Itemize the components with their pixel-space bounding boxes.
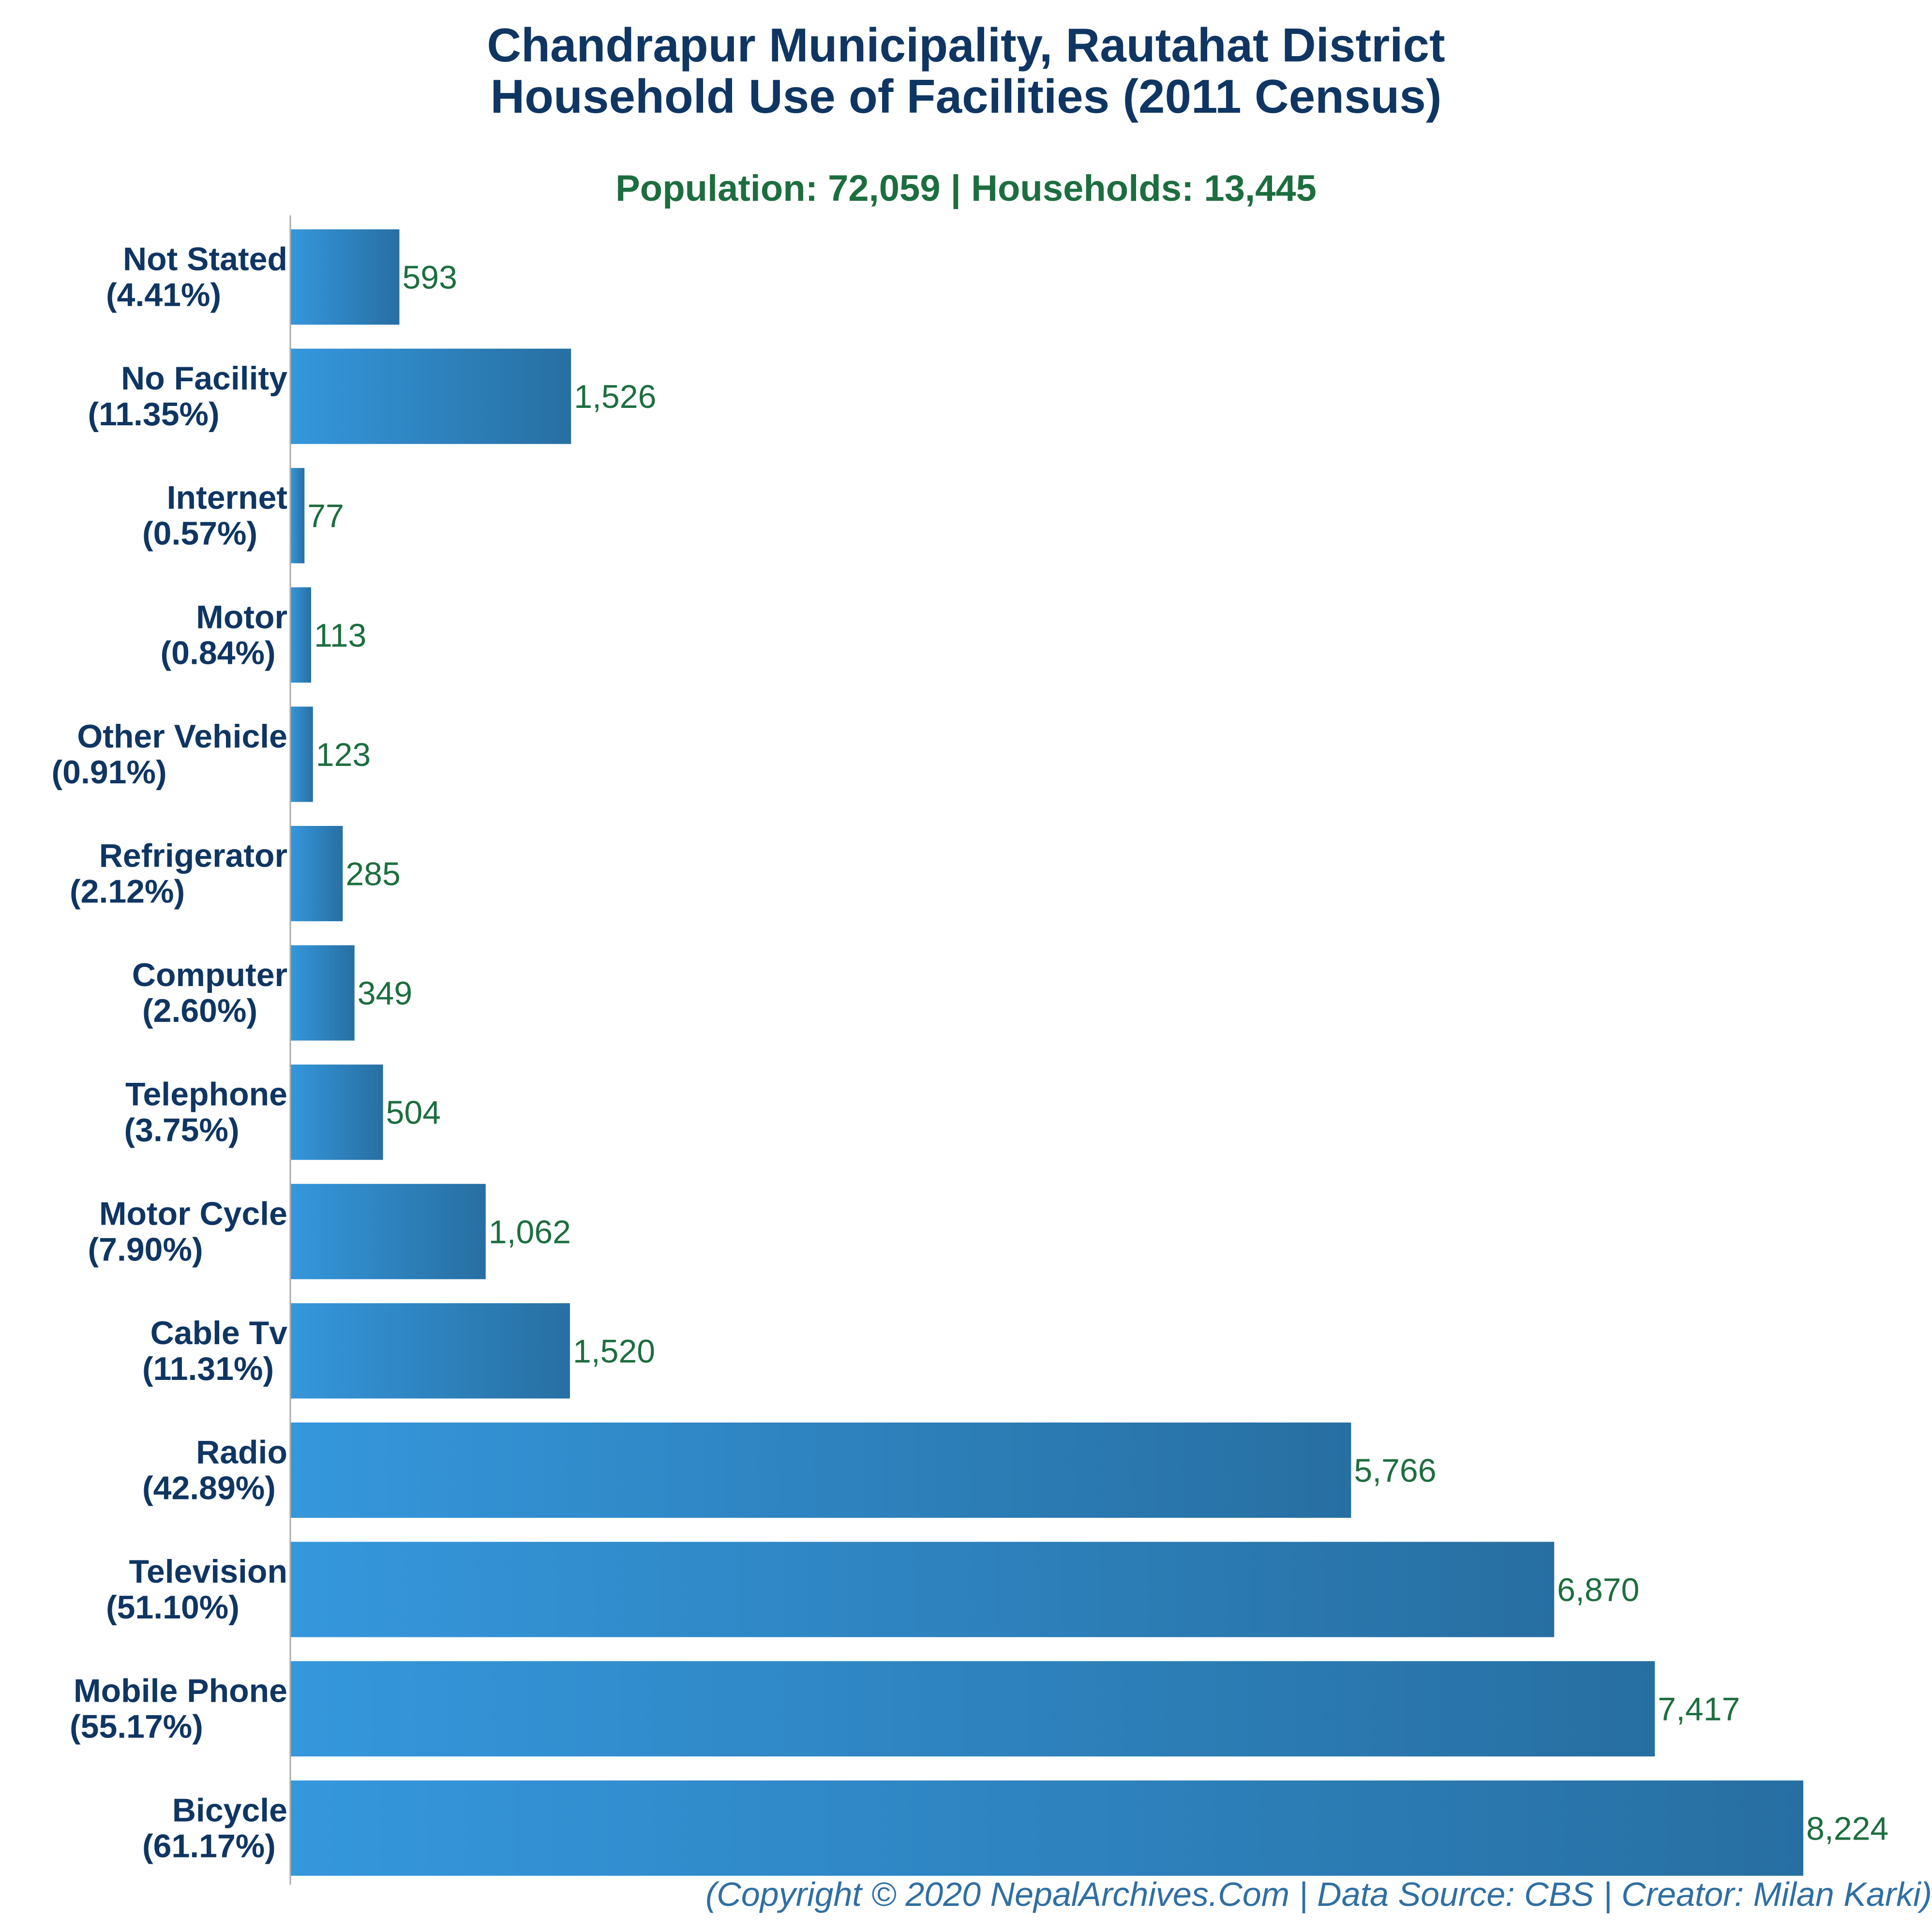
bar-group-motor-cycle: 1,062 Motor Cycle (7.90%) — [88, 1183, 571, 1279]
bar-group-motor: 113 Motor (0.84%) — [161, 587, 366, 683]
category-label-other-vehicle: Other Vehicle (0.91%) — [52, 718, 288, 791]
bar-motor-cycle — [290, 1183, 486, 1279]
bar-group-radio: 5,766 Radio (42.89%) — [142, 1423, 1437, 1518]
category-name-television: Television — [129, 1553, 287, 1590]
bar-other-vehicle — [290, 706, 313, 802]
category-label-bicycle: Bicycle (61.17%) — [142, 1792, 287, 1864]
category-percent-computer: (2.60%) — [142, 992, 257, 1029]
bar-computer — [290, 945, 355, 1041]
category-label-internet: Internet (0.57%) — [142, 479, 287, 552]
chart-subtitle: Population: 72,059 | Households: 13,445 — [615, 168, 1317, 209]
category-label-refrigerator: Refrigerator (2.12%) — [70, 838, 287, 910]
bar-cable-tv — [290, 1303, 570, 1399]
category-label-mobile-phone: Mobile Phone (55.17%) — [70, 1673, 287, 1745]
bar-bicycle — [290, 1780, 1803, 1876]
category-label-telephone: Telephone (3.75%) — [124, 1076, 288, 1149]
value-label-radio: 5,766 — [1354, 1453, 1436, 1489]
category-label-motor: Motor (0.84%) — [161, 599, 288, 671]
bar-internet — [290, 468, 305, 564]
bar-group-cable-tv: 1,520 Cable Tv (11.31%) — [142, 1303, 655, 1399]
bar-mobile-phone — [290, 1661, 1655, 1757]
value-label-computer: 349 — [358, 975, 412, 1012]
category-name-no-facility: No Facility — [121, 360, 287, 397]
category-name-radio: Radio — [196, 1434, 287, 1471]
category-label-television: Television (51.10%) — [106, 1553, 287, 1626]
category-percent-refrigerator: (2.12%) — [70, 873, 185, 910]
bar-group-not-stated: 593 Not Stated (4.41%) — [106, 229, 457, 325]
value-label-television: 6,870 — [1557, 1572, 1639, 1608]
category-percent-radio: (42.89%) — [142, 1470, 276, 1507]
bar-group-no-facility: 1,526 No Facility (11.35%) — [88, 348, 656, 444]
category-name-motor: Motor — [196, 599, 287, 635]
bar-group-television: 6,870 Television (51.10%) — [106, 1542, 1639, 1637]
value-label-motor-cycle: 1,062 — [489, 1213, 571, 1250]
category-percent-television: (51.10%) — [106, 1589, 240, 1626]
category-percent-telephone: (3.75%) — [124, 1112, 240, 1149]
category-name-refrigerator: Refrigerator — [99, 838, 287, 874]
category-percent-no-facility: (11.35%) — [88, 396, 220, 433]
bar-radio — [290, 1423, 1351, 1518]
chart-title-line1: Chandrapur Municipality, Rautahat Distri… — [487, 18, 1445, 72]
footer-credit: (Copyright © 2020 NepalArchives.Com | Da… — [705, 1875, 1932, 1913]
category-label-no-facility: No Facility (11.35%) — [88, 360, 288, 433]
category-percent-not-stated: (4.41%) — [106, 277, 221, 314]
bar-group-internet: 77 Internet (0.57%) — [142, 468, 344, 564]
value-label-mobile-phone: 7,417 — [1658, 1691, 1740, 1728]
category-percent-motor-cycle: (7.90%) — [88, 1231, 203, 1268]
bar-refrigerator — [290, 826, 343, 921]
category-label-radio: Radio (42.89%) — [142, 1434, 287, 1507]
value-label-internet: 77 — [307, 498, 344, 535]
chart-title-line2: Household Use of Facilities (2011 Census… — [490, 70, 1442, 123]
category-label-computer: Computer (2.60%) — [132, 957, 287, 1029]
category-name-telephone: Telephone — [125, 1076, 287, 1113]
value-label-bicycle: 8,224 — [1806, 1810, 1888, 1847]
category-name-computer: Computer — [132, 957, 287, 993]
bar-group-computer: 349 Computer (2.60%) — [132, 945, 412, 1041]
value-label-cable-tv: 1,520 — [573, 1333, 655, 1370]
category-name-cable-tv: Cable Tv — [150, 1315, 288, 1351]
category-name-mobile-phone: Mobile Phone — [74, 1673, 287, 1709]
category-name-other-vehicle: Other Vehicle — [77, 718, 287, 755]
bar-group-bicycle: 8,224 Bicycle (61.17%) — [142, 1780, 1888, 1876]
bar-group-refrigerator: 285 Refrigerator (2.12%) — [70, 826, 401, 921]
bar-television — [290, 1542, 1555, 1637]
bar-group-mobile-phone: 7,417 Mobile Phone (55.17%) — [70, 1661, 1740, 1757]
category-label-cable-tv: Cable Tv (11.31%) — [142, 1315, 287, 1387]
value-label-other-vehicle: 123 — [316, 736, 371, 773]
category-label-motor-cycle: Motor Cycle (7.90%) — [88, 1195, 288, 1268]
category-percent-other-vehicle: (0.91%) — [52, 754, 167, 791]
category-percent-mobile-phone: (55.17%) — [70, 1708, 203, 1745]
category-name-motor-cycle: Motor Cycle — [99, 1195, 287, 1232]
bar-no-facility — [290, 348, 571, 444]
category-percent-cable-tv: (11.31%) — [142, 1350, 274, 1387]
bar-motor — [290, 587, 311, 683]
bar-not-stated — [290, 229, 400, 325]
value-label-refrigerator: 285 — [345, 856, 400, 893]
category-percent-internet: (0.57%) — [142, 515, 257, 552]
value-label-motor: 113 — [314, 617, 366, 654]
category-label-not-stated: Not Stated (4.41%) — [106, 241, 287, 314]
value-label-not-stated: 593 — [402, 259, 457, 296]
bar-group-telephone: 504 Telephone (3.75%) — [124, 1064, 441, 1160]
category-percent-bicycle: (61.17%) — [142, 1827, 276, 1864]
bar-telephone — [290, 1064, 383, 1160]
value-label-no-facility: 1,526 — [574, 378, 656, 415]
bar-group-other-vehicle: 123 Other Vehicle (0.91%) — [52, 706, 371, 802]
category-name-internet: Internet — [167, 479, 287, 516]
value-label-telephone: 504 — [386, 1094, 441, 1131]
category-name-bicycle: Bicycle — [172, 1792, 287, 1828]
category-percent-motor: (0.84%) — [161, 634, 276, 671]
category-name-not-stated: Not Stated — [123, 241, 287, 278]
